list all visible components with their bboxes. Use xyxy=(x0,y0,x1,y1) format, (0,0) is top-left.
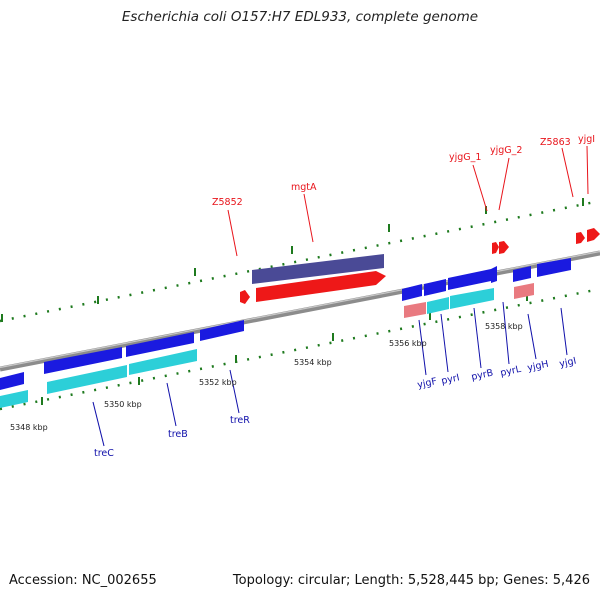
gene-label-treR: treR xyxy=(230,415,250,426)
forward-genes xyxy=(240,228,600,304)
gene-label-pyrI: pyrI xyxy=(440,372,460,387)
gene-z5852[interactable] xyxy=(240,290,250,304)
gene-yjgI-upper[interactable] xyxy=(587,228,600,242)
gene-label-yjgG-2: yjgG_2 xyxy=(490,145,522,156)
upper-callouts xyxy=(227,145,589,257)
gene-label-yjgI: yjgI xyxy=(578,134,595,145)
gene-yjgG-1[interactable] xyxy=(492,242,499,254)
gene-mgtA-purple[interactable] xyxy=(252,254,384,284)
gene-pyrB-cyan[interactable] xyxy=(450,288,494,309)
gene-label-z5863: Z5863 xyxy=(540,137,571,148)
tick-label: 5358 kbp xyxy=(485,322,523,331)
gene-lower-left-cyan[interactable] xyxy=(0,390,28,408)
gene-label-yjgF: yjgF xyxy=(416,376,438,391)
gene-pyrI-cyan[interactable] xyxy=(427,297,449,314)
reverse-genes xyxy=(0,258,571,408)
lower-callouts xyxy=(92,301,568,447)
gene-yjgH-pink[interactable] xyxy=(514,283,534,299)
gene-lower-left[interactable] xyxy=(0,372,24,390)
gene-treB-blue[interactable] xyxy=(126,332,194,357)
gene-label-mgtA: mgtA xyxy=(291,182,317,193)
gene-treC-blue[interactable] xyxy=(44,347,122,374)
gene-pyrB-blue[interactable] xyxy=(448,269,491,290)
gene-label-yjgH: yjgH xyxy=(526,359,549,374)
gene-pyrI[interactable] xyxy=(424,279,446,296)
gene-label-z5852: Z5852 xyxy=(212,197,243,208)
gene-label-yjgG-1: yjgG_1 xyxy=(449,152,481,163)
gene-label-treB: treB xyxy=(168,429,188,440)
gene-treR[interactable] xyxy=(200,320,244,341)
gene-yjgF-pink[interactable] xyxy=(404,302,426,318)
gene-label-treC: treC xyxy=(94,448,114,459)
gene-z5863[interactable] xyxy=(576,232,585,244)
genome-summary-text: Topology: circular; Length: 5,528,445 bp… xyxy=(232,573,590,588)
tick-label: 5356 kbp xyxy=(389,339,427,348)
gene-label-pyrB: pyrB xyxy=(470,368,494,383)
gene-label-pyrL: pyrL xyxy=(499,364,522,379)
tick-label: 5352 kbp xyxy=(199,378,237,387)
gene-treB-cyan[interactable] xyxy=(129,349,197,375)
lower-guide-dotted xyxy=(0,287,600,411)
tick-label: 5354 kbp xyxy=(294,358,332,367)
gene-label-yjgI: yjgI xyxy=(558,356,577,370)
gene-pyrL[interactable] xyxy=(491,266,497,283)
tick-label: 5348 kbp xyxy=(10,423,48,432)
tick-label: 5350 kbp xyxy=(104,400,142,409)
genome-backbone-highlight xyxy=(0,250,600,369)
accession-text: Accession: NC_002655 xyxy=(9,573,157,588)
gene-yjgH[interactable] xyxy=(513,266,531,282)
genome-backbone xyxy=(0,250,600,372)
upper-guide-dotted xyxy=(0,199,600,323)
gene-treC-cyan[interactable] xyxy=(47,365,127,394)
gene-yjgI-lower[interactable] xyxy=(537,258,571,277)
gene-yjgG-2[interactable] xyxy=(499,241,509,254)
page-title: Escherichia coli O157:H7 EDL933, complet… xyxy=(121,9,479,25)
gene-yjgF[interactable] xyxy=(402,284,422,301)
gene-mgtA-red[interactable] xyxy=(256,271,386,302)
